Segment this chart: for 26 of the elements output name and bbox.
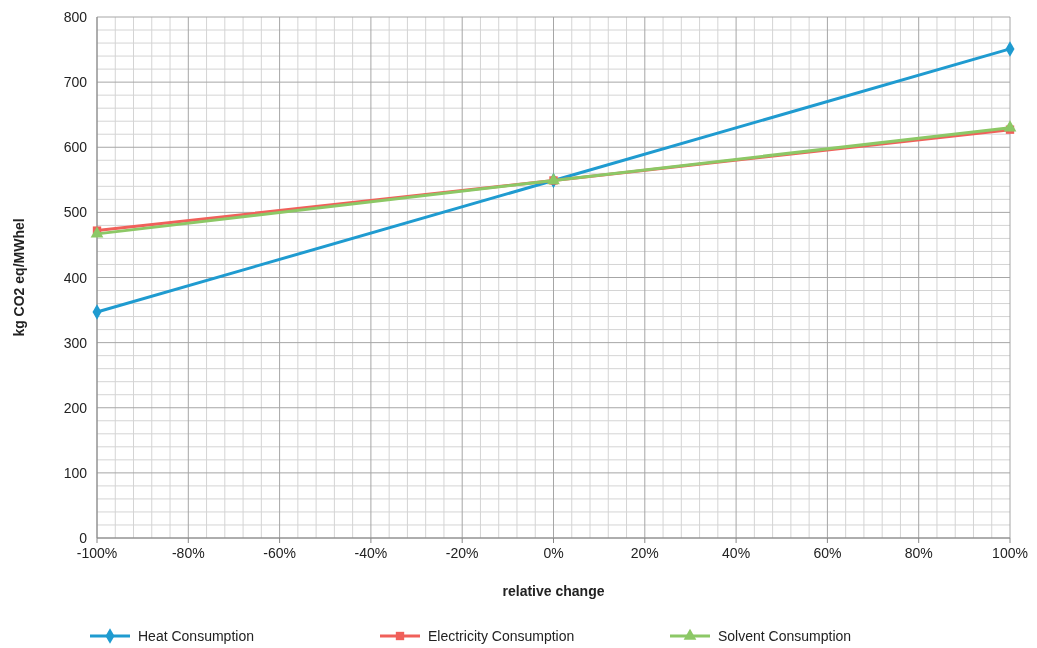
- x-tick-label: -60%: [263, 545, 296, 561]
- y-tick-label: 400: [63, 269, 88, 286]
- x-tick-label: 40%: [722, 545, 751, 561]
- point: [1003, 120, 1017, 132]
- x-tick-label: 100%: [992, 545, 1028, 561]
- y-tick-label: 600: [63, 139, 88, 156]
- y-tick-label: 800: [63, 9, 88, 25]
- x-tick-label: 80%: [904, 545, 933, 561]
- legend-label: Electricity Consumption: [428, 628, 575, 644]
- x-axis-title: relative change: [502, 583, 605, 599]
- x-tick-label: -80%: [171, 545, 205, 561]
- y-tick-label: 700: [63, 74, 88, 91]
- x-tick-label: -100%: [76, 545, 118, 561]
- y-axis-title: kg CO2 eq/MWhel: [11, 218, 27, 337]
- y-tick-label: 0: [79, 530, 88, 546]
- y-tick-label: 500: [63, 204, 88, 221]
- legend-label: Heat Consumption: [138, 628, 254, 644]
- x-tick-label: 20%: [630, 545, 659, 561]
- y-tick-label: 300: [63, 334, 88, 351]
- y-tick-label: 100: [63, 464, 88, 481]
- x-tick-label: 60%: [813, 545, 842, 561]
- x-tick-label: 0%: [543, 545, 564, 561]
- y-tick-label: 200: [63, 399, 88, 416]
- x-tick-label: -20%: [445, 545, 479, 561]
- legend-label: Solvent Consumption: [718, 628, 852, 644]
- x-tick-label: -40%: [354, 545, 388, 561]
